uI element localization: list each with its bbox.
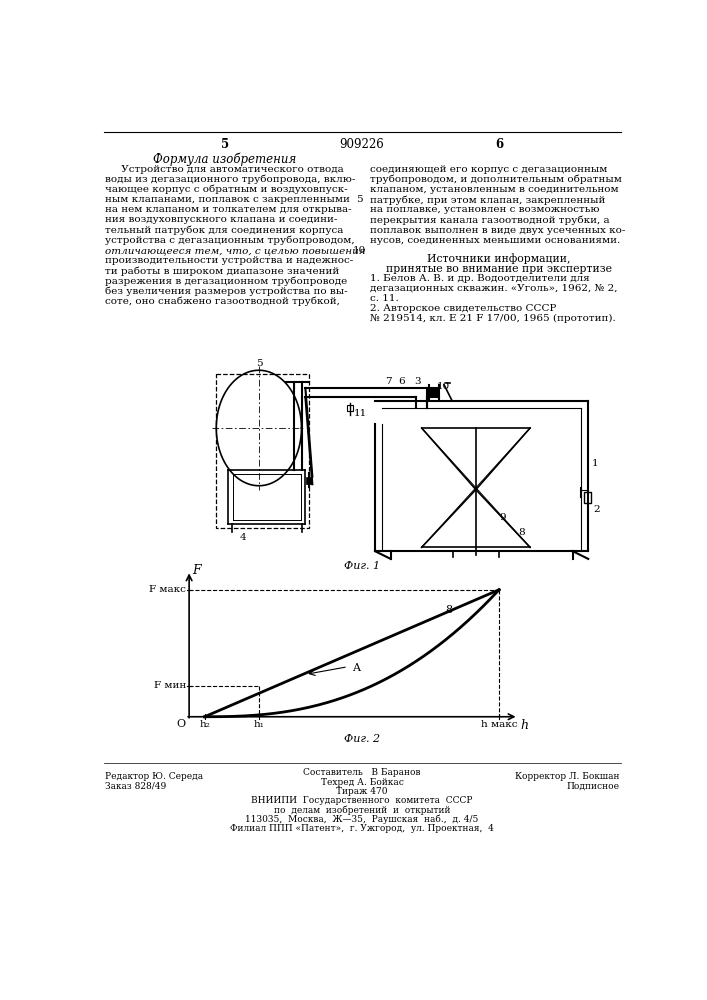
Text: на поплавке, установлен с возможностью: на поплавке, установлен с возможностью	[370, 205, 600, 214]
Bar	[306, 477, 312, 484]
Text: 5: 5	[221, 138, 229, 151]
Text: Фиг. 1: Фиг. 1	[344, 561, 380, 571]
Text: № 219514, кл. Е 21 F 17/00, 1965 (прототип).: № 219514, кл. Е 21 F 17/00, 1965 (протот…	[370, 314, 616, 323]
Text: 6: 6	[398, 377, 405, 386]
Text: Подписное: Подписное	[566, 781, 619, 790]
Text: Филиал ППП «Патент»,  г. Ужгород,  ул. Проектная,  4: Филиал ППП «Патент», г. Ужгород, ул. Про…	[230, 824, 494, 833]
Text: производительности устройства и надежнос-: производительности устройства и надежнос…	[105, 256, 354, 265]
Text: 10: 10	[353, 246, 366, 255]
Text: воды из дегазационного трубопровода, вклю-: воды из дегазационного трубопровода, вкл…	[105, 175, 356, 184]
Text: разрежения в дегазационном трубопроводе: разрежения в дегазационном трубопроводе	[105, 276, 348, 286]
Text: h: h	[520, 719, 528, 732]
Text: тельный патрубок для соединения корпуса: тельный патрубок для соединения корпуса	[105, 226, 344, 235]
Text: 1. Белов А. В. и др. Водоотделители для: 1. Белов А. В. и др. Водоотделители для	[370, 274, 590, 283]
Text: Редактор Ю. Середа: Редактор Ю. Середа	[105, 772, 204, 781]
Text: Устройство для автоматического отвода: Устройство для автоматического отвода	[105, 165, 344, 174]
Text: ВНИИПИ  Государственного  комитета  СССР: ВНИИПИ Государственного комитета СССР	[251, 796, 473, 805]
Text: 1: 1	[592, 459, 599, 468]
Text: 6: 6	[495, 138, 503, 151]
Text: Формула изобретения: Формула изобретения	[153, 152, 296, 166]
Text: 5: 5	[356, 195, 363, 204]
Text: соте, оно снабжено газоотводной трубкой,: соте, оно снабжено газоотводной трубкой,	[105, 297, 340, 306]
Text: с. 11.: с. 11.	[370, 294, 399, 303]
Text: 2: 2	[594, 505, 600, 514]
Text: нусов, соединенных меньшими основаниями.: нусов, соединенных меньшими основаниями.	[370, 236, 620, 245]
Text: 5: 5	[256, 359, 262, 368]
Text: перекрытия канала газоотводной трубки, а: перекрытия канала газоотводной трубки, а	[370, 215, 609, 225]
Text: Источники информации,: Источники информации,	[427, 254, 571, 264]
Bar	[347, 405, 354, 411]
Text: патрубке, при этом клапан, закрепленный: патрубке, при этом клапан, закрепленный	[370, 195, 605, 205]
Text: 10: 10	[437, 382, 450, 391]
Text: 113035,  Москва,  Ж—35,  Раушская  наб.,  д. 4/5: 113035, Москва, Ж—35, Раушская наб., д. …	[245, 815, 479, 824]
Text: по  делам  изобретений  и  открытий: по делам изобретений и открытий	[274, 805, 450, 815]
Text: 9: 9	[499, 513, 506, 522]
Text: O: O	[176, 719, 185, 729]
Text: 8: 8	[518, 528, 525, 537]
Text: Тираж 470: Тираж 470	[337, 787, 387, 796]
Bar	[216, 374, 309, 528]
Text: h макс: h макс	[481, 720, 518, 729]
Text: отличающееся тем, что, с целью повышения: отличающееся тем, что, с целью повышения	[105, 246, 366, 255]
Text: A: A	[352, 663, 360, 673]
Text: на нем клапаном и толкателем для открыва-: на нем клапаном и толкателем для открыва…	[105, 205, 352, 214]
Text: Корректор Л. Бокшан: Корректор Л. Бокшан	[515, 772, 619, 781]
Text: F макс: F макс	[149, 585, 186, 594]
Text: чающее корпус с обратным и воздуховпуск-: чающее корпус с обратным и воздуховпуск-	[105, 185, 348, 194]
Text: ным клапанами, поплавок с закрепленными: ным клапанами, поплавок с закрепленными	[105, 195, 350, 204]
Text: принятые во внимание при экспертизе: принятые во внимание при экспертизе	[386, 264, 612, 274]
Text: Составитель   В Баранов: Составитель В Баранов	[303, 768, 421, 777]
Bar	[585, 492, 590, 503]
Text: Техред А. Бойкас: Техред А. Бойкас	[320, 778, 404, 787]
Text: 11: 11	[354, 409, 367, 418]
Text: без увеличения размеров устройства по вы-: без увеличения размеров устройства по вы…	[105, 287, 348, 296]
Text: ния воздуховпускного клапана и соедини-: ния воздуховпускного клапана и соедини-	[105, 215, 338, 224]
Text: h₂: h₂	[199, 720, 210, 729]
Text: трубопроводом, и дополнительным обратным: трубопроводом, и дополнительным обратным	[370, 175, 621, 184]
Text: клапаном, установленным в соединительном: клапаном, установленным в соединительном	[370, 185, 619, 194]
Text: ти работы в широком диапазоне значений: ти работы в широком диапазоне значений	[105, 266, 339, 276]
Text: устройства с дегазационным трубопроводом,: устройства с дегазационным трубопроводом…	[105, 236, 355, 245]
Text: 7: 7	[385, 377, 392, 386]
Text: h₁: h₁	[253, 720, 264, 729]
Text: 3: 3	[414, 377, 421, 386]
Text: соединяющей его корпус с дегазационным: соединяющей его корпус с дегазационным	[370, 165, 607, 174]
Bar	[429, 388, 438, 397]
Text: Фиг. 2: Фиг. 2	[344, 734, 380, 744]
Text: дегазационных скважин. «Уголь», 1962, № 2,: дегазационных скважин. «Уголь», 1962, № …	[370, 284, 617, 293]
Text: поплавок выполнен в виде двух усеченных ко-: поплавок выполнен в виде двух усеченных …	[370, 226, 625, 235]
Text: Заказ 828/49: Заказ 828/49	[105, 781, 167, 790]
Text: 909226: 909226	[339, 138, 385, 151]
Text: 8: 8	[445, 605, 452, 615]
Text: 4: 4	[240, 533, 246, 542]
Text: F: F	[192, 564, 201, 577]
Text: 2. Авторское свидетельство СССР: 2. Авторское свидетельство СССР	[370, 304, 556, 313]
Text: F мин: F мин	[154, 681, 186, 690]
